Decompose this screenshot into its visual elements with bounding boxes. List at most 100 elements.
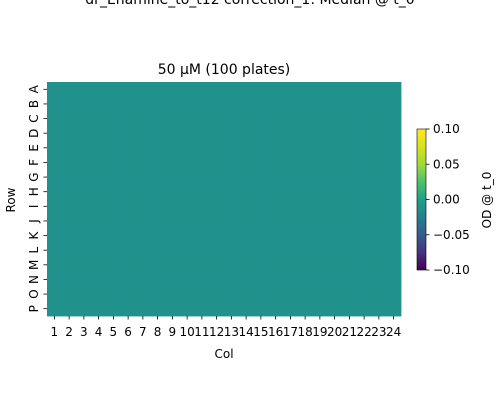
heatmap-cell-O20 (327, 286, 343, 302)
heatmap-cell-C18 (297, 111, 313, 127)
colorbar-tick-label: 0.05 (433, 157, 460, 171)
heatmap-cell-L12 (209, 242, 225, 258)
heatmap-cell-D9 (165, 125, 181, 141)
chart-title: 50 µM (100 plates) (158, 62, 291, 78)
heatmap-cell-O10 (179, 286, 195, 302)
x-tick-label: 15 (253, 325, 268, 339)
heatmap-cell-P6 (120, 301, 136, 317)
heatmap-cell-K17 (283, 228, 299, 244)
heatmap-cell-B21 (342, 96, 358, 112)
heatmap-cell-D17 (283, 125, 299, 141)
heatmap-cell-N15 (253, 272, 269, 288)
heatmap-cell-A4 (91, 82, 107, 98)
heatmap-cell-F23 (371, 155, 387, 171)
heatmap-cell-G21 (342, 169, 358, 185)
heatmap-cell-P16 (268, 301, 284, 317)
heatmap-cell-D12 (209, 125, 225, 141)
heatmap-cell-N14 (238, 272, 254, 288)
heatmap-cell-F5 (106, 155, 122, 171)
heatmap-cell-O5 (106, 286, 122, 302)
heatmap-cell-M4 (91, 257, 107, 273)
heatmap-cell-J18 (297, 213, 313, 229)
heatmap-cell-I1 (47, 199, 63, 215)
heatmap-cell-O2 (61, 286, 77, 302)
heatmap-cell-D5 (106, 125, 122, 141)
heatmap-cell-M18 (297, 257, 313, 273)
heatmap-cell-K5 (106, 228, 122, 244)
heatmap-cell-E9 (165, 140, 181, 156)
heatmap-cell-M2 (61, 257, 77, 273)
y-tick-label: L (27, 247, 41, 254)
y-tick-label: E (27, 144, 41, 152)
heatmap-cell-C16 (268, 111, 284, 127)
heatmap-cell-K22 (356, 228, 372, 244)
heatmap-cell-L7 (135, 242, 151, 258)
heatmap-cell-M22 (356, 257, 372, 273)
heatmap-cell-L19 (312, 242, 328, 258)
y-tick-label: D (27, 129, 41, 138)
heatmap-cell-M17 (283, 257, 299, 273)
heatmap-cell-M3 (76, 257, 92, 273)
heatmap-cell-J17 (283, 213, 299, 229)
heatmap-cell-L10 (179, 242, 195, 258)
y-tick-label: P (27, 305, 41, 312)
heatmap-cell-K24 (386, 228, 402, 244)
heatmap-cell-I6 (120, 199, 136, 215)
heatmap-cell-N8 (150, 272, 166, 288)
heatmap-cell-K1 (47, 228, 63, 244)
heatmap-cell-P5 (106, 301, 122, 317)
heatmap-cell-C17 (283, 111, 299, 127)
heatmap-cell-H2 (61, 184, 77, 200)
heatmap-cell-L8 (150, 242, 166, 258)
heatmap-cell-G8 (150, 169, 166, 185)
heatmap-cell-E11 (194, 140, 210, 156)
heatmap-cell-J21 (342, 213, 358, 229)
heatmap-cell-K6 (120, 228, 136, 244)
heatmap-cell-N23 (371, 272, 387, 288)
heatmap-cell-A5 (106, 82, 122, 98)
heatmap-cell-D19 (312, 125, 328, 141)
heatmap-cell-C11 (194, 111, 210, 127)
heatmap-cell-P10 (179, 301, 195, 317)
heatmap-cell-H18 (297, 184, 313, 200)
heatmap-cell-K15 (253, 228, 269, 244)
heatmap-cell-F2 (61, 155, 77, 171)
x-axis-label: Col (214, 347, 233, 361)
heatmap-cell-L13 (224, 242, 240, 258)
heatmap-cell-C10 (179, 111, 195, 127)
heatmap-cell-E17 (283, 140, 299, 156)
heatmap-cell-A24 (386, 82, 402, 98)
heatmap-cell-J10 (179, 213, 195, 229)
heatmap-cell-I10 (179, 199, 195, 215)
colorbar-tick-label: −0.05 (433, 228, 470, 242)
heatmap-cell-J13 (224, 213, 240, 229)
heatmap-cell-I5 (106, 199, 122, 215)
heatmap-cell-A18 (297, 82, 313, 98)
heatmap-cell-K7 (135, 228, 151, 244)
heatmap-cell-A6 (120, 82, 136, 98)
heatmap-cell-E4 (91, 140, 107, 156)
heatmap-cell-F16 (268, 155, 284, 171)
heatmap-cell-I18 (297, 199, 313, 215)
heatmap-cell-N1 (47, 272, 63, 288)
heatmap-cell-G23 (371, 169, 387, 185)
heatmap-cell-B16 (268, 96, 284, 112)
heatmap-cell-P21 (342, 301, 358, 317)
heatmap-cell-I19 (312, 199, 328, 215)
heatmap-cell-G10 (179, 169, 195, 185)
heatmap-cell-P9 (165, 301, 181, 317)
heatmap-cell-B22 (356, 96, 372, 112)
heatmap-cell-B8 (150, 96, 166, 112)
y-tick-label: K (27, 231, 41, 240)
heatmap-cell-G13 (224, 169, 240, 185)
heatmap-cell-I24 (386, 199, 402, 215)
heatmap-cell-F15 (253, 155, 269, 171)
heatmap-cell-P20 (327, 301, 343, 317)
heatmap-cell-C23 (371, 111, 387, 127)
heatmap-cell-H23 (371, 184, 387, 200)
heatmap-cell-I17 (283, 199, 299, 215)
heatmap-cell-I8 (150, 199, 166, 215)
heatmap-cell-I15 (253, 199, 269, 215)
heatmap-cell-L5 (106, 242, 122, 258)
heatmap-cell-A15 (253, 82, 269, 98)
